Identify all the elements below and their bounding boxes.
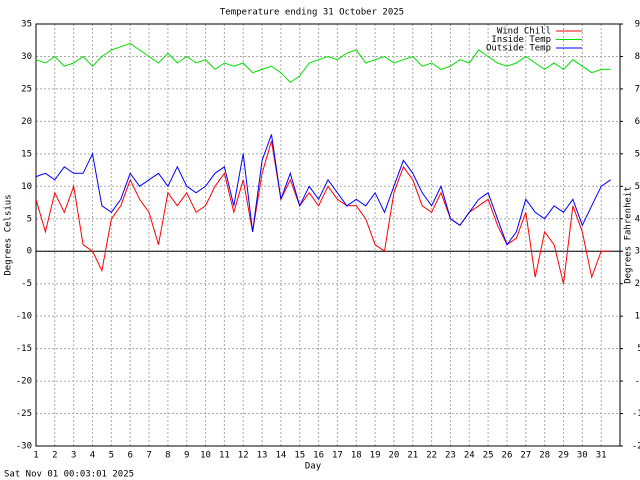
series-line: [35, 140, 611, 284]
x-tick-label: 16: [313, 451, 324, 461]
x-tick-label: 20: [389, 451, 400, 461]
y-tick-label: 35: [21, 20, 32, 30]
x-tick-label: 24: [464, 451, 475, 461]
y2-tick-label: 68: [635, 117, 640, 127]
x-tick-label: 9: [184, 451, 189, 461]
y2-tick-label: 23: [635, 279, 640, 289]
y2-axis-label: Degrees Fahrenheit: [624, 186, 634, 284]
x-tick-label: 4: [90, 451, 95, 461]
x-tick-label: 21: [407, 451, 418, 461]
y2-tick-label: 77: [635, 84, 640, 94]
x-tick-label: 1: [33, 451, 38, 461]
x-tick-label: 25: [483, 451, 494, 461]
series-line: [35, 134, 611, 246]
x-tick-label: 8: [165, 451, 170, 461]
x-tick-label: 2: [52, 451, 57, 461]
x-tick-label: 27: [520, 451, 531, 461]
x-tick-label: 17: [332, 451, 343, 461]
x-tick-label: 23: [445, 451, 456, 461]
x-tick-label: 11: [219, 451, 230, 461]
y2-tick-label: -13: [632, 409, 640, 419]
x-tick-label: 13: [257, 451, 268, 461]
y-tick-label: 25: [21, 84, 32, 94]
legend-label: Inside Temp: [491, 35, 551, 45]
y-tick-label: 10: [21, 182, 32, 192]
y-tick-label: -30: [16, 442, 32, 452]
y-tick-label: 15: [21, 149, 32, 159]
y2-tick-label: -4: [635, 377, 640, 387]
x-tick-label: 10: [200, 451, 211, 461]
x-tick-label: 3: [71, 451, 76, 461]
y2-tick-label: 59: [635, 149, 640, 159]
x-axis-label: Day: [305, 462, 322, 472]
y-tick-label: 0: [27, 247, 32, 257]
y-tick-label: -20: [16, 377, 32, 387]
x-tick-label: 5: [109, 451, 114, 461]
y-axis-label: Degrees Celsius: [4, 194, 14, 275]
legend-label: Outside Temp: [486, 44, 551, 54]
y-tick-label: 20: [21, 117, 32, 127]
y2-tick-label: -22: [632, 442, 640, 452]
y2-tick-label: 95: [635, 20, 640, 30]
x-tick-label: 26: [502, 451, 513, 461]
x-tick-label: 7: [146, 451, 151, 461]
y2-tick-label: 86: [635, 52, 640, 62]
y-tick-label: -10: [16, 312, 32, 322]
x-tick-label: 29: [558, 451, 569, 461]
y2-tick-label: 14: [635, 312, 640, 322]
chart-title: Temperature ending 31 October 2025: [220, 8, 404, 18]
y-tick-label: -5: [21, 279, 32, 289]
x-tick-label: 6: [127, 451, 132, 461]
y2-tick-label: 41: [635, 214, 640, 224]
series-line: [35, 42, 611, 84]
x-tick-label: 31: [596, 451, 607, 461]
footer: Sat Nov 01 00:03:01 2025: [4, 470, 134, 480]
x-tick-label: 18: [351, 451, 362, 461]
y-tick-label: 30: [21, 52, 32, 62]
x-tick-label: 15: [294, 451, 305, 461]
y-tick-label: -15: [16, 344, 32, 354]
y2-tick-label: 5: [637, 344, 640, 354]
y-tick-label: -25: [16, 409, 32, 419]
legend-label: Wind Chill: [497, 27, 551, 37]
x-tick-label: 14: [275, 451, 286, 461]
x-tick-label: 19: [370, 451, 381, 461]
plot-frame: [35, 23, 621, 447]
y-tick-label: 5: [27, 214, 32, 224]
x-tick-label: 12: [238, 451, 249, 461]
x-tick-label: 28: [539, 451, 550, 461]
x-tick-label: 22: [426, 451, 437, 461]
x-tick-label: 30: [577, 451, 588, 461]
y2-tick-label: 50: [635, 182, 640, 192]
y2-tick-label: 32: [635, 247, 640, 257]
